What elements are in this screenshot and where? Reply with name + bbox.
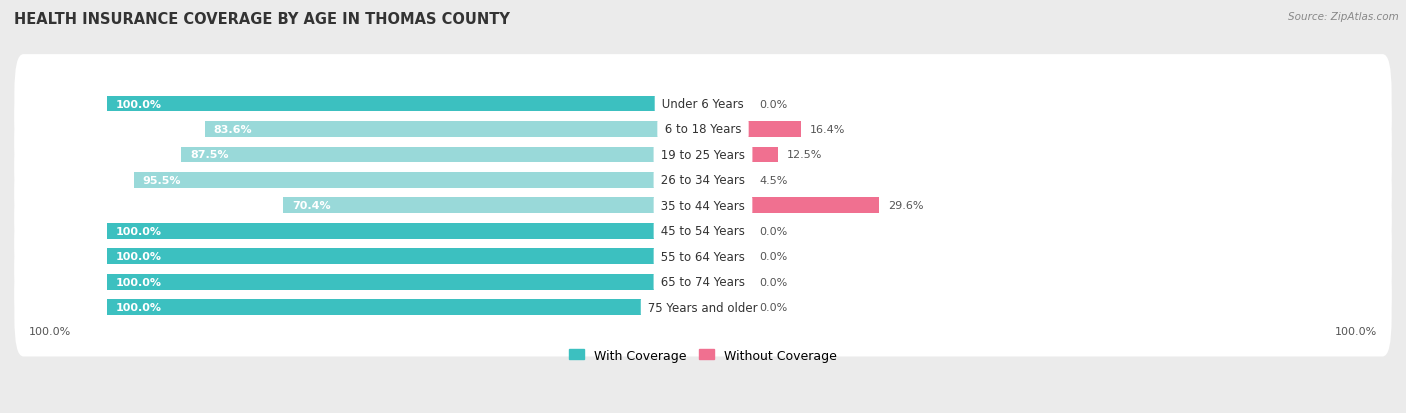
Bar <box>107 299 703 315</box>
Text: 100.0%: 100.0% <box>115 302 162 312</box>
FancyBboxPatch shape <box>14 157 1392 255</box>
Text: 83.6%: 83.6% <box>214 125 252 135</box>
Bar <box>205 122 703 138</box>
Text: 16.4%: 16.4% <box>810 125 845 135</box>
Bar <box>703 274 751 290</box>
FancyBboxPatch shape <box>14 182 1392 280</box>
Text: 100.0%: 100.0% <box>115 226 162 236</box>
FancyBboxPatch shape <box>14 55 1392 154</box>
Text: 95.5%: 95.5% <box>142 176 181 185</box>
Text: Under 6 Years: Under 6 Years <box>658 98 748 111</box>
Text: 100.0%: 100.0% <box>1334 327 1376 337</box>
Bar <box>703 249 751 264</box>
Legend: With Coverage, Without Coverage: With Coverage, Without Coverage <box>564 344 842 367</box>
Bar <box>107 96 703 112</box>
FancyBboxPatch shape <box>14 258 1392 356</box>
FancyBboxPatch shape <box>14 233 1392 331</box>
Text: 0.0%: 0.0% <box>759 277 787 287</box>
Text: 4.5%: 4.5% <box>759 176 787 185</box>
Bar <box>703 173 751 188</box>
Text: 45 to 54 Years: 45 to 54 Years <box>657 225 749 237</box>
FancyBboxPatch shape <box>14 131 1392 230</box>
Text: 12.5%: 12.5% <box>786 150 823 160</box>
Bar <box>181 147 703 163</box>
Text: 0.0%: 0.0% <box>759 99 787 109</box>
Text: 100.0%: 100.0% <box>30 327 72 337</box>
Text: 100.0%: 100.0% <box>115 99 162 109</box>
Bar <box>283 198 703 214</box>
Text: 0.0%: 0.0% <box>759 252 787 261</box>
Text: 6 to 18 Years: 6 to 18 Years <box>661 123 745 136</box>
Text: 75 Years and older: 75 Years and older <box>644 301 762 314</box>
FancyBboxPatch shape <box>14 207 1392 306</box>
Text: HEALTH INSURANCE COVERAGE BY AGE IN THOMAS COUNTY: HEALTH INSURANCE COVERAGE BY AGE IN THOM… <box>14 12 510 27</box>
FancyBboxPatch shape <box>14 106 1392 204</box>
Bar <box>107 223 703 239</box>
Text: 29.6%: 29.6% <box>889 201 924 211</box>
Bar <box>703 299 751 315</box>
Text: Source: ZipAtlas.com: Source: ZipAtlas.com <box>1288 12 1399 22</box>
Text: 100.0%: 100.0% <box>115 252 162 261</box>
Text: 87.5%: 87.5% <box>190 150 229 160</box>
Text: 0.0%: 0.0% <box>759 226 787 236</box>
Bar <box>703 122 801 138</box>
Bar <box>703 147 778 163</box>
Bar <box>703 223 751 239</box>
Text: 19 to 25 Years: 19 to 25 Years <box>657 149 749 161</box>
Bar <box>703 198 880 214</box>
Text: 65 to 74 Years: 65 to 74 Years <box>657 275 749 288</box>
Bar <box>107 274 703 290</box>
Text: 0.0%: 0.0% <box>759 302 787 312</box>
FancyBboxPatch shape <box>14 81 1392 179</box>
Text: 35 to 44 Years: 35 to 44 Years <box>657 199 749 212</box>
Bar <box>107 249 703 264</box>
Text: 100.0%: 100.0% <box>115 277 162 287</box>
Text: 26 to 34 Years: 26 to 34 Years <box>657 174 749 187</box>
Bar <box>703 96 751 112</box>
Text: 70.4%: 70.4% <box>292 201 330 211</box>
Bar <box>134 173 703 188</box>
Text: 55 to 64 Years: 55 to 64 Years <box>657 250 749 263</box>
